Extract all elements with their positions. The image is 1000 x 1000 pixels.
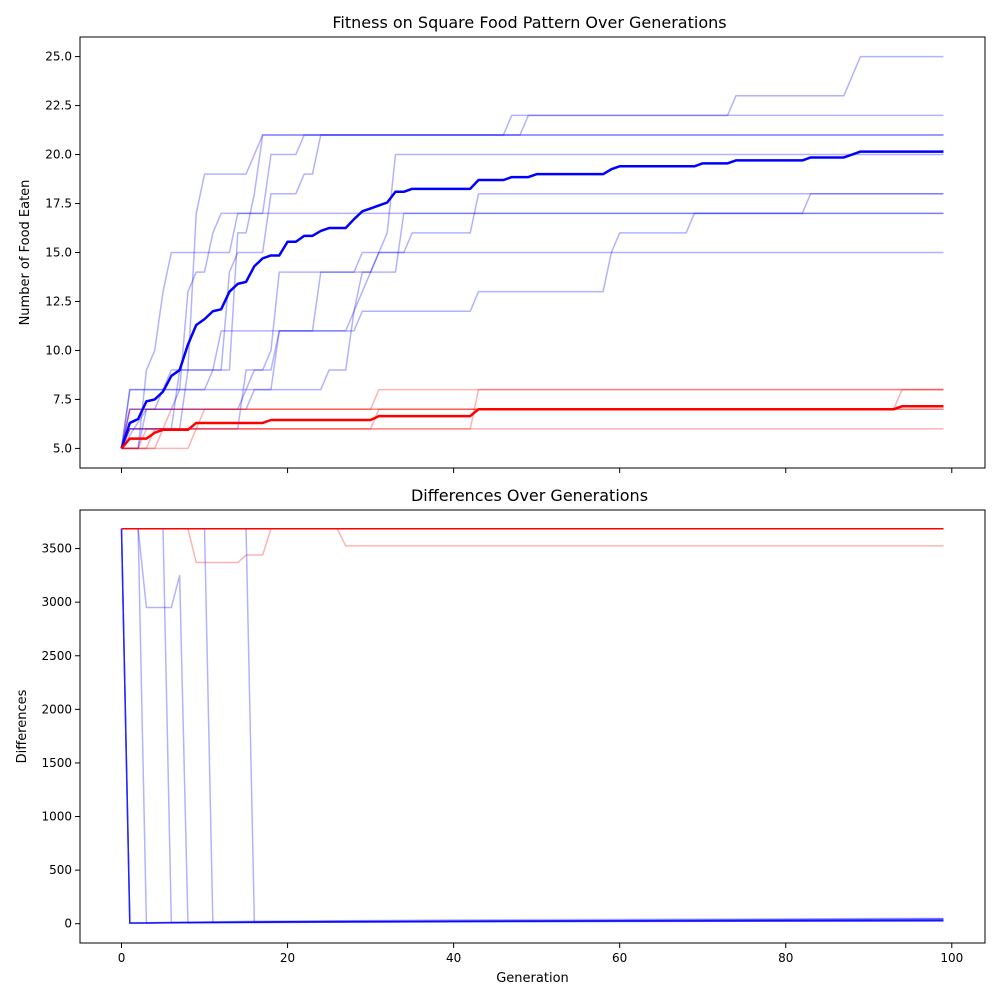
- plot-frame: [79, 509, 986, 944]
- series-line: [120, 55, 944, 449]
- y-tick-label: 2500: [41, 649, 72, 663]
- chart-1: 5.0 7.5 10.0 12.5 15.0 17.5 20.0 22.5 25.0 Fitnes…: [18, 13, 986, 473]
- series-line: [120, 192, 944, 449]
- series-line: [121, 134, 944, 450]
- series-line: [120, 251, 944, 449]
- y-tick-label: 3000: [41, 595, 72, 609]
- y-tick-label: 5.0: [53, 441, 72, 455]
- series-line: [120, 150, 944, 449]
- y-axis-label: Number of Food Eaten: [18, 180, 33, 326]
- series-line: [121, 528, 944, 923]
- y-tick-label: 20.0: [45, 148, 72, 162]
- series-line: [120, 212, 944, 449]
- series-line: [121, 388, 944, 450]
- chart-title: Differences Over Generations: [411, 486, 648, 505]
- series-line: [120, 528, 944, 924]
- x-tick-label: 60: [612, 951, 627, 965]
- y-tick-label: 15.0: [45, 246, 72, 260]
- series-line: [120, 528, 944, 924]
- x-axis-label: Generation: [496, 971, 569, 986]
- series-line: [120, 153, 944, 449]
- x-tick-label: 100: [940, 951, 963, 965]
- series-line: [120, 528, 944, 924]
- series-line: [121, 528, 944, 924]
- x-tick-label: 0: [118, 951, 126, 965]
- series-line: [120, 114, 944, 449]
- chart-title: Fitness on Square Food Pattern Over Gene…: [332, 13, 726, 32]
- y-tick-label: 7.5: [53, 392, 72, 406]
- series-line: [121, 528, 944, 924]
- series-line: [120, 528, 944, 924]
- x-tick-label: 20: [280, 951, 295, 965]
- y-tick-label: 1000: [41, 810, 72, 824]
- series-line: [120, 134, 944, 449]
- y-tick-label: 12.5: [45, 294, 72, 308]
- y-tick-label: 2000: [41, 702, 72, 716]
- series-line: [121, 212, 944, 450]
- y-tick-label: 25.0: [45, 50, 72, 64]
- series-line: [120, 408, 944, 449]
- chart-2: 0 20 40 60 80 1000500100015002000250030003500…: [15, 486, 986, 986]
- x-tick-label: 80: [778, 951, 793, 965]
- y-tick-label: 1500: [41, 756, 72, 770]
- series-line: [120, 405, 944, 450]
- y-tick-label: 17.5: [45, 197, 72, 211]
- y-tick-label: 500: [49, 863, 72, 877]
- y-tick-label: 3500: [41, 542, 72, 556]
- series-line: [121, 528, 944, 564]
- series-line: [121, 388, 944, 450]
- x-tick-label: 40: [446, 951, 461, 965]
- series-line: [120, 192, 944, 449]
- series-line: [120, 388, 944, 449]
- series-line: [121, 428, 944, 450]
- y-axis-label: Differences: [15, 689, 30, 763]
- series-line: [121, 528, 944, 924]
- y-tick-label: 10.0: [45, 343, 72, 357]
- y-tick-label: 22.5: [45, 99, 72, 113]
- series-line: [121, 528, 944, 924]
- y-tick-label: 0: [64, 917, 72, 931]
